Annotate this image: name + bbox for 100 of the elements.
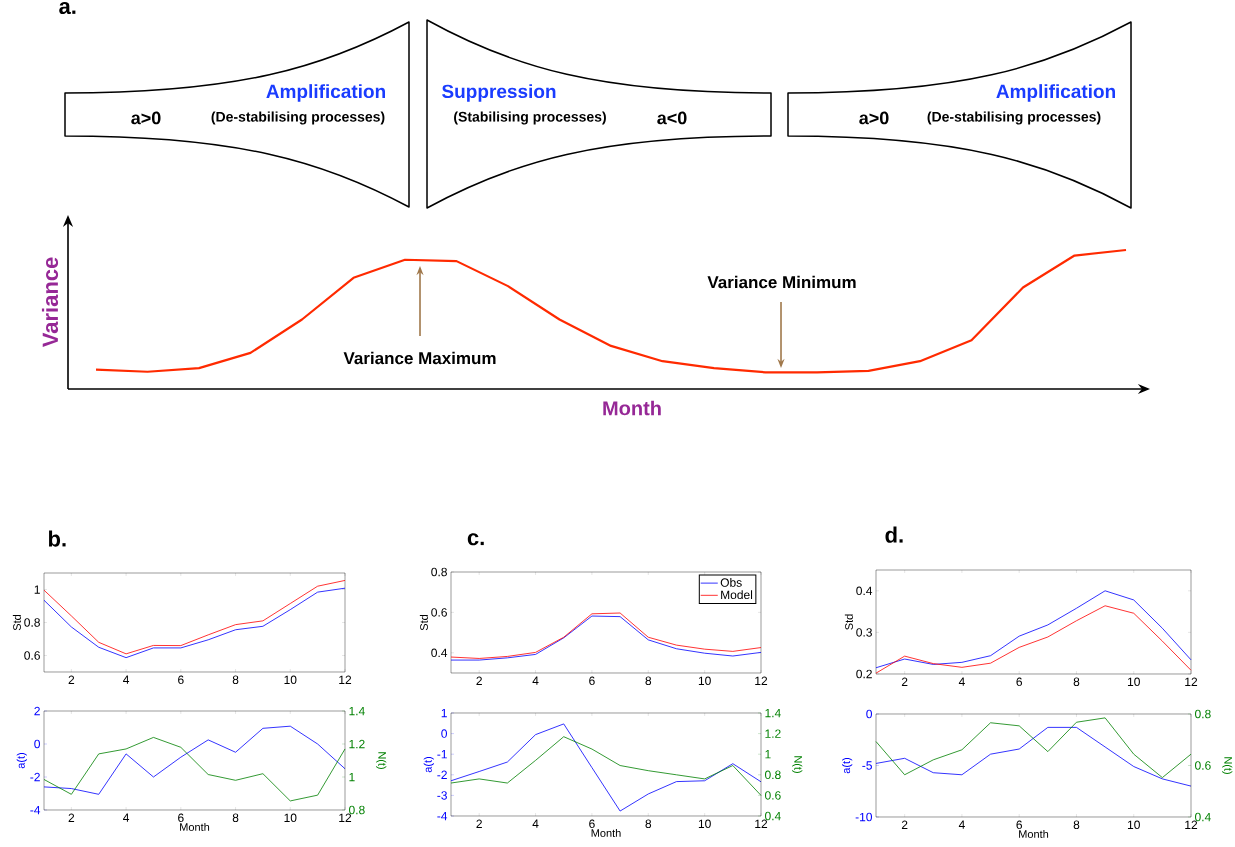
line-series — [875, 726, 1192, 787]
y2-axis-title: N(t) — [376, 752, 387, 769]
y-axis-title: Std — [12, 614, 21, 631]
x-tick-label: 10 — [1127, 820, 1140, 830]
x-axis-title: Month — [180, 822, 210, 831]
annotation: Variance Minimum — [707, 275, 856, 289]
text: a>0 — [131, 111, 161, 125]
y-tick-label: -4 — [437, 811, 448, 821]
chart-title: b. — [48, 530, 66, 547]
x-tick-label: 6 — [178, 675, 184, 685]
y-tick-label: 0.8 — [431, 567, 447, 577]
y2-tick-label: 0.4 — [1195, 812, 1211, 822]
legend-label: Model — [721, 590, 753, 600]
x-tick-label: 4 — [958, 677, 965, 686]
y-tick-label: 0.4 — [856, 586, 873, 596]
x-tick-label: 10 — [1127, 677, 1140, 687]
y2-tick-label: 1.4 — [349, 706, 365, 716]
x-tick-label: 10 — [284, 813, 297, 823]
x-tick-label: 2 — [901, 677, 908, 686]
line-series — [450, 723, 762, 812]
y2-axis-title: N(t) — [792, 756, 803, 773]
y-axis-title: Variance — [41, 257, 59, 348]
x-tick-label: 12 — [339, 675, 352, 684]
y-tick-label: 0.4 — [431, 648, 448, 658]
y-axis-title: Std — [419, 614, 428, 631]
y-tick-label: -1 — [437, 750, 447, 759]
x-tick-label: 6 — [178, 813, 184, 823]
chart-title: d. — [885, 526, 903, 543]
x-tick-label: 12 — [755, 819, 768, 828]
y-tick-label: 2 — [34, 706, 40, 716]
y2-tick-label: 1 — [349, 772, 355, 782]
y2-tick-label: 0.6 — [1195, 761, 1211, 770]
y2-tick-label: 0.4 — [765, 811, 781, 821]
x-tick-label: 4 — [123, 813, 130, 822]
y-tick-label: 0.6 — [431, 608, 447, 617]
x-tick-label: 4 — [123, 675, 130, 684]
y2-tick-label: 1 — [765, 750, 771, 759]
line-series — [875, 590, 1192, 669]
y-tick-label: 0.3 — [856, 628, 872, 637]
text: Amplification — [996, 84, 1116, 102]
y-axis-title: a(t) — [842, 757, 853, 774]
chart-title: a. — [59, 2, 76, 15]
y-tick-label: 1 — [441, 708, 447, 718]
y-tick-label: 0.2 — [856, 669, 872, 679]
text: (Stabilising processes) — [454, 111, 606, 125]
line-series — [875, 605, 1192, 674]
y2-tick-label: 0.8 — [765, 770, 781, 780]
chart-title: c. — [467, 533, 484, 546]
y2-tick-label: 1.2 — [765, 729, 781, 738]
x-tick-label: 6 — [589, 819, 595, 829]
line-series — [875, 717, 1192, 778]
y-tick-label: -2 — [437, 770, 447, 779]
x-tick-label: 8 — [645, 676, 652, 686]
x-axis-title: Month — [1019, 829, 1049, 838]
y-tick-label: 0.6 — [24, 651, 40, 660]
y2-axis-title: N(t) — [1222, 757, 1233, 774]
x-tick-label: 10 — [698, 819, 711, 829]
x-tick-label: 8 — [232, 813, 239, 823]
y-tick-label: 0 — [441, 729, 448, 738]
y-tick-label: 1 — [34, 585, 40, 594]
x-tick-label: 2 — [68, 675, 75, 684]
text: (De-stabilising processes) — [927, 111, 1101, 125]
y-tick-label: -2 — [30, 772, 40, 782]
x-tick-label: 12 — [339, 813, 352, 822]
x-tick-label: 4 — [958, 820, 965, 829]
text: Suppression — [442, 84, 556, 102]
y2-tick-label: 1.4 — [765, 708, 781, 718]
x-tick-label: 12 — [755, 676, 768, 685]
x-axis-title: Month — [591, 828, 621, 837]
y2-tick-label: 0.6 — [765, 791, 781, 800]
y-tick-label: -4 — [30, 805, 41, 815]
y-axis-title: Std — [844, 614, 853, 630]
x-tick-label: 4 — [532, 819, 539, 828]
y-axis-title: a(t) — [16, 752, 27, 769]
x-tick-label: 10 — [284, 675, 297, 685]
text: a<0 — [657, 111, 687, 125]
legend-label: Obs — [720, 578, 742, 587]
y2-tick-label: 0.8 — [349, 805, 365, 815]
x-tick-label: 10 — [698, 676, 711, 686]
y2-tick-label: 1.2 — [349, 739, 365, 749]
x-tick-label: 8 — [232, 675, 239, 685]
y-tick-label: 0 — [866, 709, 873, 719]
x-tick-label: 12 — [1185, 677, 1198, 686]
x-tick-label: 2 — [476, 819, 482, 828]
x-axis-title: Month — [603, 400, 661, 416]
y-tick-label: -3 — [437, 791, 447, 800]
x-tick-label: 8 — [1073, 820, 1080, 830]
x-tick-label: 6 — [1016, 820, 1022, 830]
y-tick-label: 0 — [34, 739, 40, 749]
y2-tick-label: 0.8 — [1195, 709, 1211, 719]
y-tick-label: -10 — [855, 812, 873, 822]
text: Amplification — [266, 84, 385, 102]
y-tick-label: 0.8 — [24, 618, 40, 627]
x-tick-label: 4 — [532, 676, 539, 685]
x-tick-label: 2 — [476, 676, 482, 685]
text: (De-stabilising processes) — [211, 111, 385, 125]
x-tick-label: 2 — [68, 813, 75, 822]
x-tick-label: 6 — [1016, 677, 1022, 687]
line-series — [43, 725, 346, 795]
x-tick-label: 12 — [1185, 820, 1198, 829]
